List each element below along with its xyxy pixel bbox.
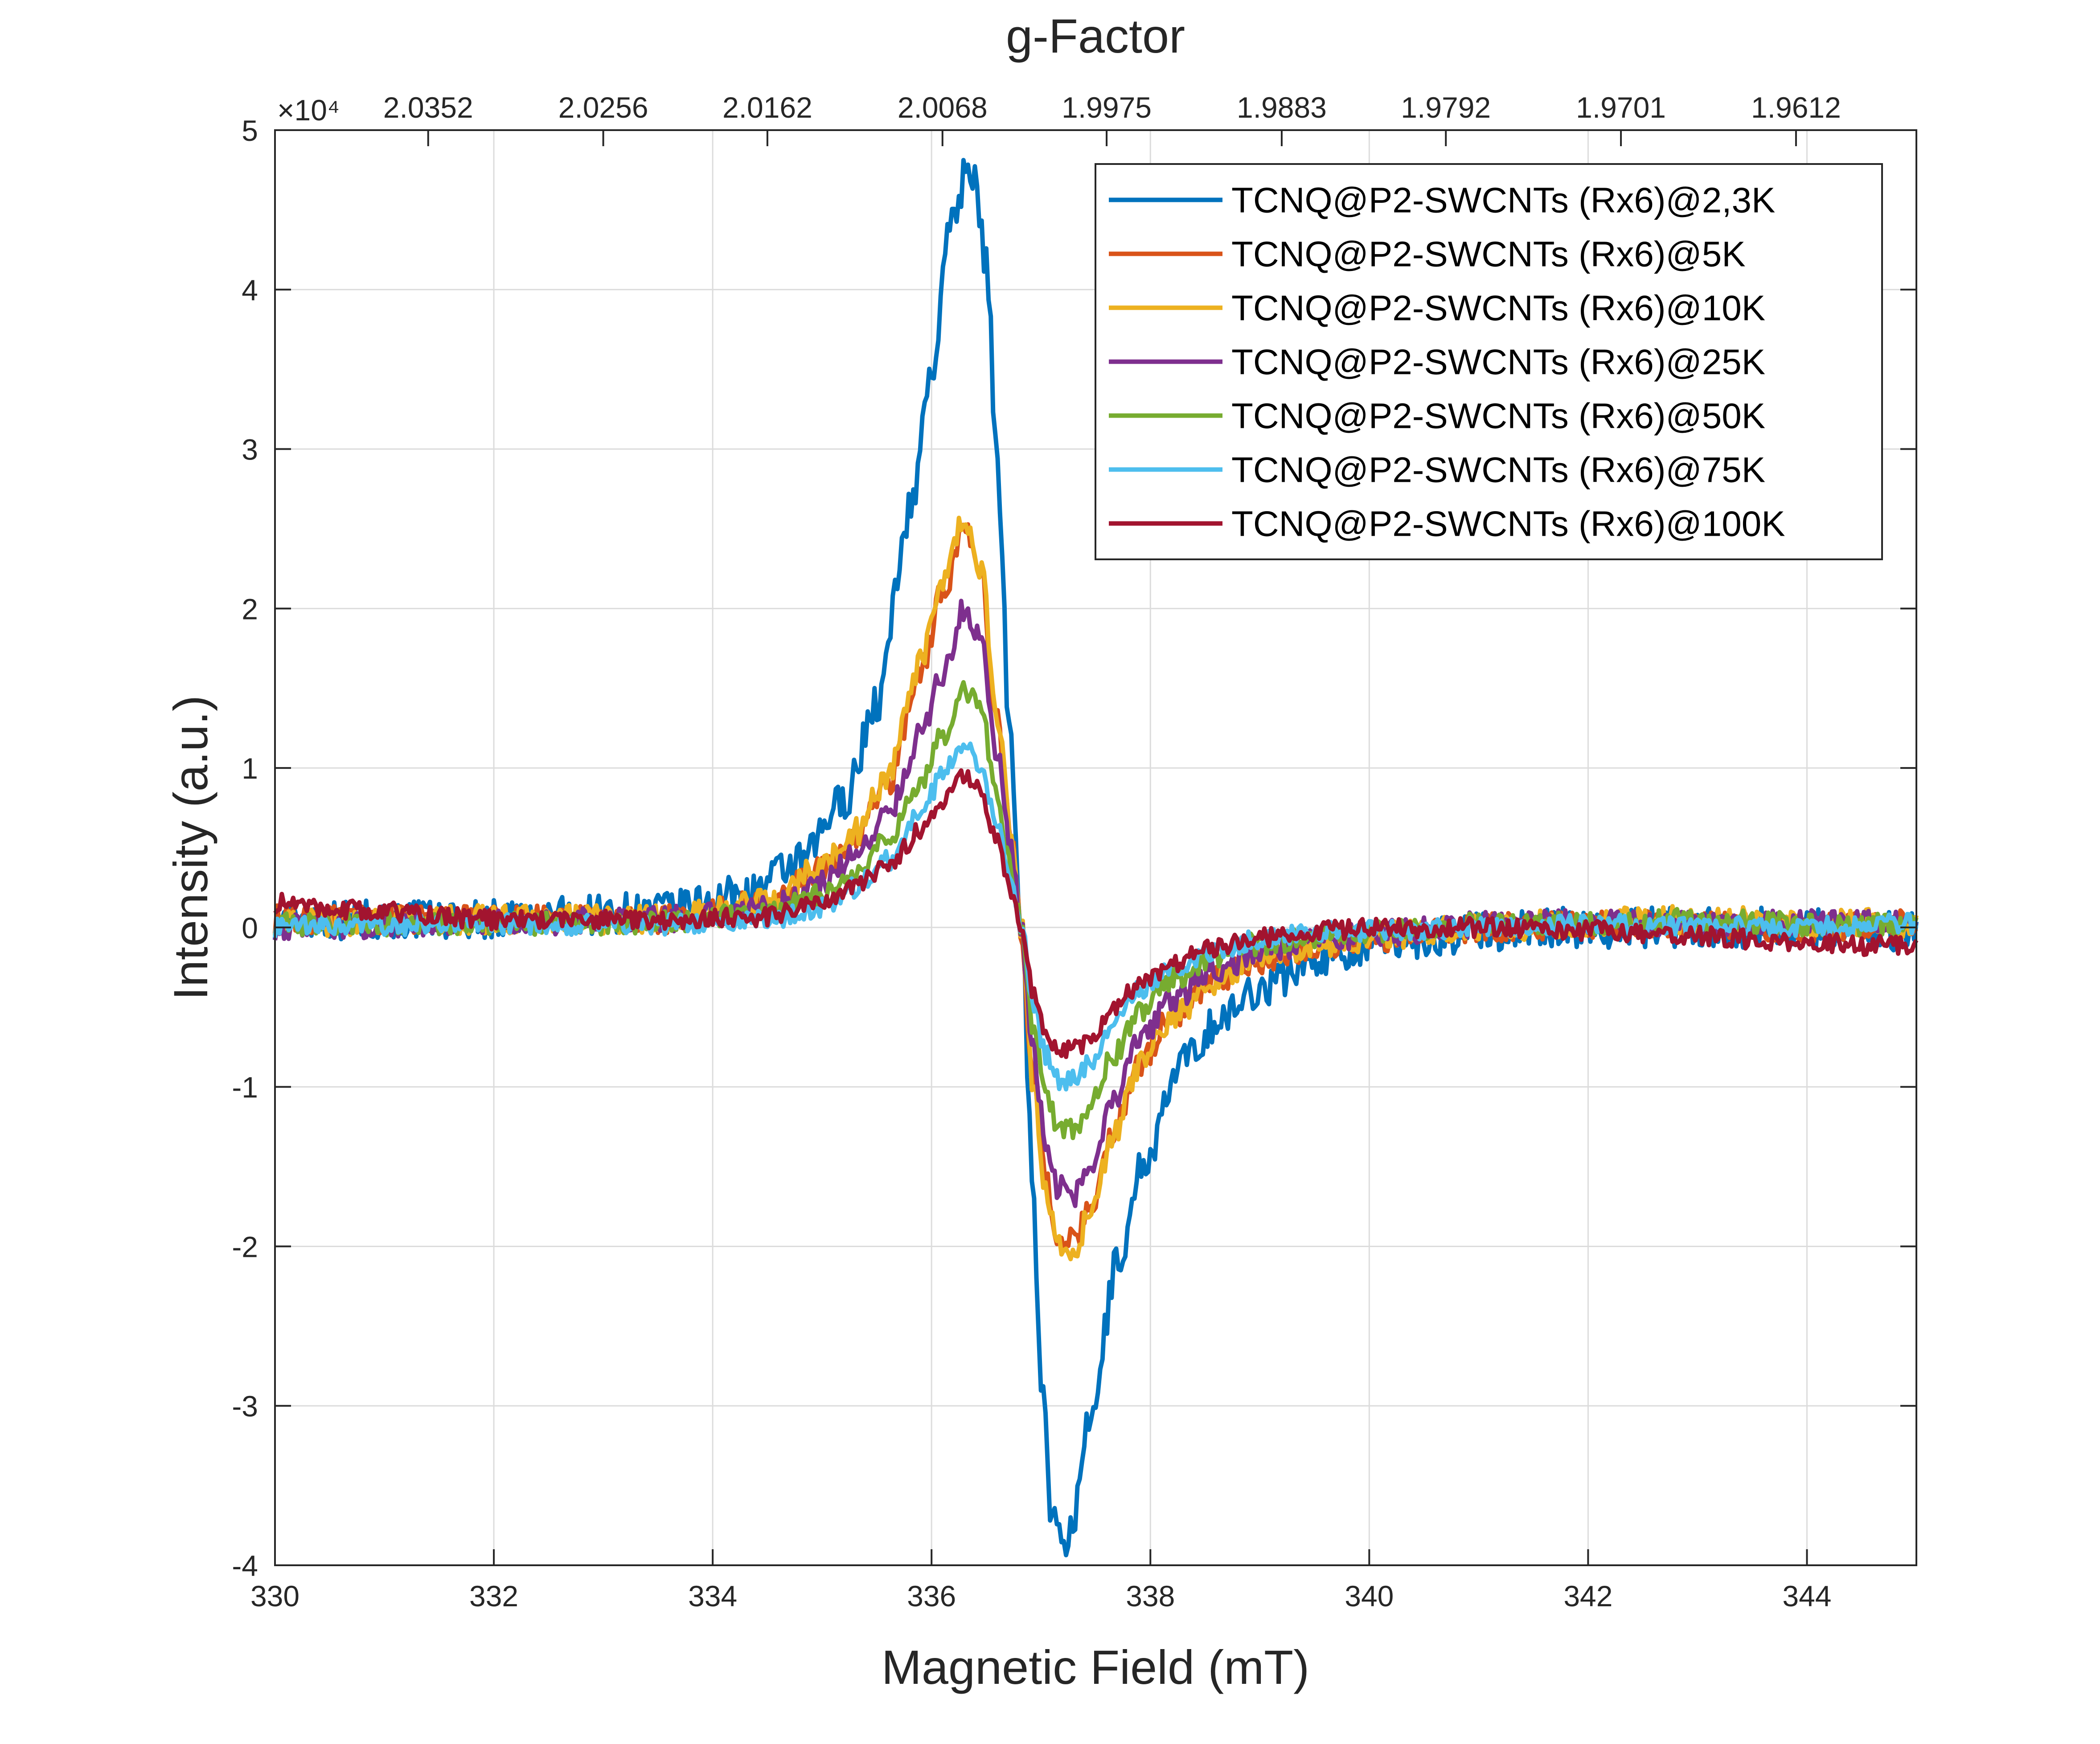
- top-axis-ticks: 2.0352 2.0256 2.0162 2.0068 1.9975 1.9883 1.97…: [383, 91, 1841, 146]
- legend: TCNQ@P2-SWCNTs (Rx6)@2,3K TCNQ@P2-SWCNTs …: [1095, 163, 1883, 560]
- y-axis-ticks: -4 -3 -2 -1 0 1 2 3 4 5: [232, 114, 1916, 1582]
- top-tick-label: 1.9975: [1062, 91, 1152, 124]
- top-tick-label: 2.0068: [898, 91, 988, 124]
- y-tick-label: 5: [242, 114, 258, 147]
- y-tick-label: -2: [232, 1230, 258, 1263]
- top-tick-label: 1.9792: [1401, 91, 1491, 124]
- legend-entry: TCNQ@P2-SWCNTs (Rx6)@5K: [1231, 234, 1746, 274]
- legend-entry: TCNQ@P2-SWCNTs (Rx6)@10K: [1231, 288, 1765, 328]
- x-tick-label: 338: [1126, 1580, 1175, 1613]
- top-tick-label: 2.0256: [558, 91, 648, 124]
- x-tick-label: 340: [1345, 1580, 1394, 1613]
- legend-entry: TCNQ@P2-SWCNTs (Rx6)@100K: [1231, 504, 1785, 544]
- x-tick-label: 336: [907, 1580, 956, 1613]
- y-tick-label: 3: [242, 433, 258, 466]
- y-exponent-label: ×10⁴: [277, 94, 340, 127]
- plot-frame: [274, 129, 1917, 1566]
- legend-entry: TCNQ@P2-SWCNTs (Rx6)@50K: [1231, 396, 1765, 436]
- x-tick-label: 342: [1563, 1580, 1612, 1613]
- y-tick-label: -1: [232, 1071, 258, 1104]
- top-tick-label: 1.9612: [1751, 91, 1841, 124]
- y-tick-label: -3: [232, 1390, 258, 1423]
- top-tick-label: 1.9883: [1237, 91, 1327, 124]
- top-tick-label: 1.9701: [1576, 91, 1666, 124]
- top-tick-label: 2.0162: [722, 91, 812, 124]
- x-tick-label: 332: [469, 1580, 518, 1613]
- legend-box: [1095, 163, 1883, 560]
- legend-entry: TCNQ@P2-SWCNTs (Rx6)@2,3K: [1231, 181, 1775, 220]
- chart-title: g-Factor: [1006, 9, 1185, 63]
- y-tick-label: 2: [242, 592, 258, 625]
- x-tick-label: 334: [688, 1580, 737, 1613]
- x-tick-label: 330: [250, 1580, 299, 1613]
- y-tick-label: 0: [242, 911, 258, 944]
- y-tick-label: 1: [242, 752, 258, 785]
- y-tick-label: 4: [242, 274, 258, 307]
- legend-entry: TCNQ@P2-SWCNTs (Rx6)@75K: [1231, 450, 1765, 490]
- x-tick-label: 344: [1782, 1580, 1831, 1613]
- series-line: [273, 768, 1919, 1059]
- legend-entry: TCNQ@P2-SWCNTs (Rx6)@25K: [1231, 342, 1765, 382]
- top-tick-label: 2.0352: [383, 91, 473, 124]
- y-tick-label: -4: [232, 1549, 258, 1582]
- series-lines: [273, 158, 1919, 1558]
- x-axis-title: Magnetic Field (mT): [882, 1640, 1309, 1694]
- y-axis-title: Intensity (a.u.): [164, 695, 217, 1000]
- x-axis-ticks: 330 332 334 336 338 340 342 344: [250, 1549, 1832, 1613]
